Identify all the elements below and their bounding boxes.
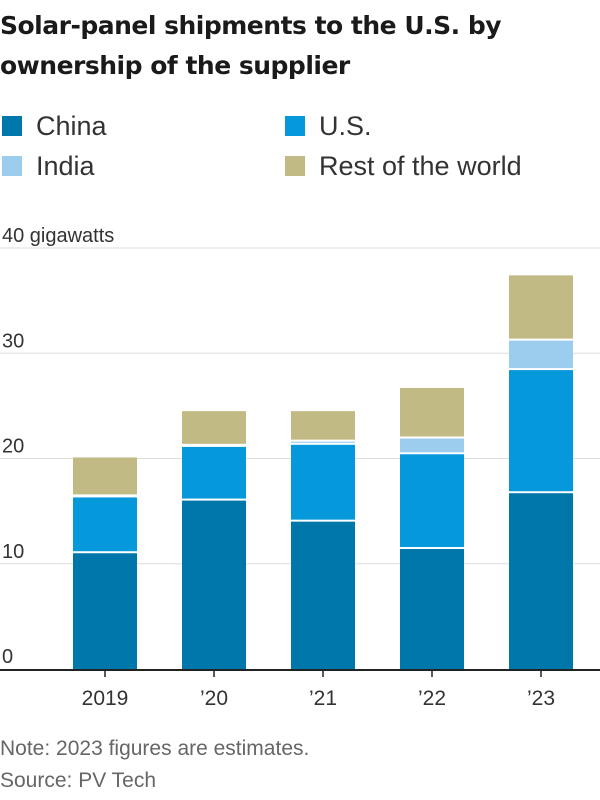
legend-label-us: U.S. (319, 110, 372, 141)
bar-segment (291, 521, 355, 669)
bar-segment (291, 444, 355, 520)
y-tick-label: 30 (2, 330, 24, 352)
bar-segment (182, 411, 246, 444)
legend-label-china: China (36, 110, 107, 141)
legend-swatch-india (2, 156, 22, 176)
legend-item-india: India (2, 146, 95, 186)
y-tick-label: 20 (2, 436, 24, 458)
y-tick-label: 10 (2, 541, 24, 563)
legend-label-india: India (36, 150, 95, 181)
legend-item-china: China (2, 106, 107, 146)
bar-segment (182, 500, 246, 669)
bar-segment (400, 387, 464, 437)
x-tick-label: ’20 (200, 687, 228, 710)
bar-segment (73, 457, 137, 495)
bar-segment (400, 549, 464, 669)
bar-segment (291, 441, 355, 443)
bar-segment (509, 275, 573, 339)
x-tick-label: ’22 (418, 687, 446, 710)
y-tick-label: 0 (2, 646, 13, 668)
footnotes: Note: 2023 figures are estimates. Source… (0, 733, 309, 797)
bar-segment (509, 340, 573, 369)
x-tick-label: 2019 (82, 687, 129, 710)
legend: China U.S. India Rest of the world (0, 106, 600, 186)
legend-item-rest-of-world: Rest of the world (285, 146, 522, 186)
bar-segment (400, 454, 464, 548)
x-tick-label: ’23 (527, 687, 555, 710)
y-tick-label: 40 gigawatts (2, 225, 114, 247)
legend-item-us: U.S. (285, 106, 372, 146)
note-text: Note: 2023 figures are estimates. (0, 737, 310, 760)
legend-swatch-china (2, 116, 22, 136)
bar-segment (182, 446, 246, 499)
legend-swatch-us (285, 116, 305, 136)
stacked-bar-chart: 0 10 20 30 40 gigawatts 2019 ’20 ’21 ’22 ’23 (0, 225, 600, 710)
bar-segment (509, 493, 573, 669)
bar-segment (291, 411, 355, 440)
chart-title: Solar-panel shipments to the U.S. by own… (0, 11, 502, 80)
legend-swatch-rest-of-world (285, 156, 305, 176)
source-text: Source: PV Tech (0, 769, 157, 792)
bar-segment (73, 553, 137, 669)
bar-segment (509, 370, 573, 492)
legend-label-rest-of-world: Rest of the world (319, 150, 522, 181)
bar-segment (73, 497, 137, 552)
x-tick-label: ’21 (309, 687, 337, 710)
bar-segment (400, 438, 464, 453)
